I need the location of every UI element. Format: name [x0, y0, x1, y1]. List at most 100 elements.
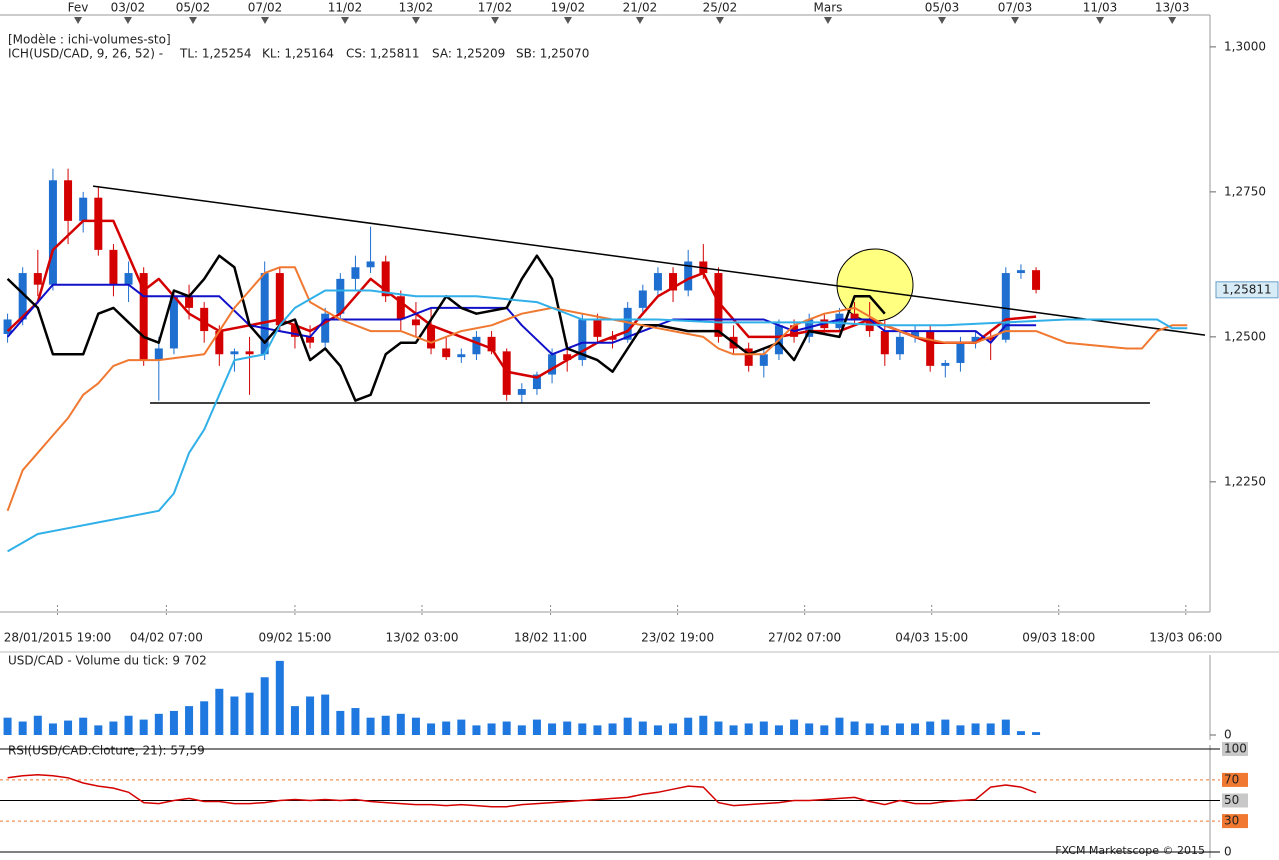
- volume-bar: [911, 723, 920, 735]
- candle-body: [1016, 270, 1025, 274]
- x-tick-label: 09/02 15:00: [258, 631, 331, 645]
- candle-body: [1001, 273, 1010, 340]
- volume-bar: [638, 721, 647, 735]
- volume-bar: [94, 725, 103, 735]
- top-tick-label: 17/02: [478, 1, 513, 15]
- volume-bar: [941, 719, 950, 735]
- candle-body: [911, 331, 920, 337]
- candle-body: [895, 336, 904, 355]
- candle-body: [336, 278, 345, 314]
- candle-body: [744, 348, 753, 366]
- volume-bar: [457, 719, 466, 735]
- candle-body: [109, 249, 118, 285]
- candle-body: [33, 273, 42, 285]
- x-tick-label: 18/02 11:00: [514, 631, 587, 645]
- volume-bar: [729, 725, 738, 735]
- candle-body: [578, 319, 587, 361]
- x-tick-label: 23/02 19:00: [641, 631, 714, 645]
- top-tick-label: 13/03: [1155, 1, 1190, 15]
- x-tick-label: 09/03 18:00: [1022, 631, 1095, 645]
- candle-body: [502, 351, 511, 395]
- volume-bar: [396, 713, 405, 735]
- legend-entry: KL: 1,25164: [262, 47, 334, 61]
- legend-entry: SB: 1,25070: [516, 47, 589, 61]
- indicator-title: ICH(USD/CAD, 9, 26, 52) -: [8, 47, 163, 61]
- x-tick-label: 04/02 07:00: [130, 631, 203, 645]
- legend-entry: TL: 1,25254: [179, 47, 252, 61]
- legend-entry: SA: 1,25209: [432, 47, 505, 61]
- candle-body: [306, 336, 315, 343]
- x-tick-label: 27/02 07:00: [768, 631, 841, 645]
- candle-body: [290, 325, 299, 337]
- candle-body: [638, 290, 647, 308]
- volume-bar: [336, 710, 345, 735]
- candle-body: [759, 354, 768, 366]
- top-tick: [1168, 17, 1177, 24]
- y-tick-box: [1222, 793, 1248, 808]
- volume-bar: [33, 715, 42, 735]
- top-tick-label: Mars: [813, 1, 842, 15]
- price-axis-area: [1210, 0, 1279, 860]
- top-tick: [715, 17, 724, 24]
- volume-bar: [956, 725, 965, 735]
- top-tick: [260, 17, 269, 24]
- volume-bar: [759, 721, 768, 735]
- top-tick: [123, 17, 132, 24]
- top-tick-label: 05/02: [176, 1, 211, 15]
- top-tick: [563, 17, 572, 24]
- volume-bar: [820, 725, 829, 735]
- volume-bar: [230, 696, 239, 735]
- y-tick-label: 70: [1224, 772, 1239, 786]
- volume-bar: [215, 688, 224, 735]
- candle-body: [154, 348, 163, 361]
- top-tick: [937, 17, 946, 24]
- indicator-line: [6, 266, 1188, 512]
- volume-bar: [895, 723, 904, 735]
- volume-bar: [714, 721, 723, 735]
- candle-body: [124, 273, 133, 285]
- volume-bar: [260, 677, 269, 735]
- candle-body: [366, 261, 375, 268]
- candle-body: [714, 273, 723, 337]
- volume-bar: [669, 723, 678, 735]
- last-price-label: 1,25811: [1222, 282, 1272, 296]
- volume-bar: [880, 725, 889, 735]
- y-tick-label: 0: [1224, 845, 1232, 859]
- candle-body: [563, 354, 572, 361]
- candle-body: [3, 319, 12, 334]
- top-tick-label: 07/03: [998, 1, 1033, 15]
- y-tick-label: 1,2500: [1224, 329, 1266, 343]
- volume-bar: [427, 723, 436, 735]
- candle-body: [608, 336, 617, 340]
- candle-body: [517, 389, 526, 395]
- candle-body: [64, 180, 73, 221]
- candle-body: [548, 354, 557, 375]
- x-tick-label: 28/01/2015 19:00: [4, 631, 112, 645]
- volume-bar: [442, 721, 451, 735]
- candle-body: [835, 313, 844, 329]
- volume-bar: [926, 721, 935, 735]
- top-tick: [74, 17, 83, 24]
- candle-body: [351, 267, 360, 279]
- y-tick-box: [1222, 845, 1248, 859]
- legend-entry: CS: 1,25811: [346, 47, 419, 61]
- y-tick-label: 1,2250: [1224, 474, 1266, 488]
- volume-bar: [790, 719, 799, 735]
- volume-bar: [169, 710, 178, 735]
- volume-bar: [608, 723, 617, 735]
- indicator-line: [6, 254, 886, 402]
- volume-bar: [684, 717, 693, 735]
- candle-body: [230, 351, 239, 355]
- y-tick-label: 30: [1224, 814, 1239, 828]
- volume-bar: [124, 715, 133, 735]
- volume-bar: [154, 713, 163, 735]
- volume-bar: [472, 725, 481, 735]
- candle-body: [880, 331, 889, 355]
- candle-body: [623, 307, 632, 340]
- volume-bar: [64, 720, 73, 735]
- top-tick: [1096, 17, 1105, 24]
- volume-bar: [139, 719, 148, 735]
- candle-body: [926, 331, 935, 366]
- volume-bar: [623, 717, 632, 735]
